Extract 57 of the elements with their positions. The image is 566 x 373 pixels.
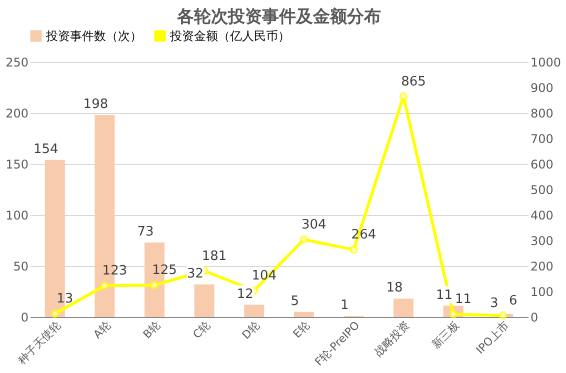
bar bbox=[244, 304, 264, 317]
data-label: 154 bbox=[33, 142, 58, 157]
legend-label: 投资事件数（次） bbox=[45, 29, 142, 43]
y2-tick-label: 400 bbox=[530, 208, 554, 222]
x-tick-label: IPO上市 bbox=[474, 318, 512, 357]
x-tick-label: 新三板 bbox=[429, 318, 462, 352]
data-label: 12 bbox=[236, 286, 254, 302]
y2-tick-label: 600 bbox=[530, 158, 554, 172]
y2-tick-label: 300 bbox=[530, 234, 554, 248]
data-label: 18 bbox=[386, 280, 403, 296]
data-label: 11 bbox=[455, 292, 472, 308]
y2-tick-label: 700 bbox=[530, 132, 554, 146]
point bbox=[100, 281, 109, 290]
data-label: 6 bbox=[508, 293, 518, 308]
x-tick-label: E轮 bbox=[290, 318, 312, 341]
y2-tick-label: 1000 bbox=[530, 56, 562, 70]
data-label: 32 bbox=[187, 266, 204, 282]
data-label: 5 bbox=[290, 294, 300, 309]
y-tick-label: 0 bbox=[20, 310, 28, 324]
data-label: 304 bbox=[301, 217, 326, 232]
y2-tick-label: 100 bbox=[530, 285, 554, 299]
y-tick-label: 150 bbox=[6, 158, 28, 172]
data-label: 73 bbox=[137, 224, 154, 240]
bar bbox=[294, 312, 314, 317]
y-tick-label: 250 bbox=[6, 56, 28, 70]
y2-tick-label: 200 bbox=[530, 260, 554, 274]
x-tick-label: B轮 bbox=[140, 318, 163, 342]
data-label: 198 bbox=[83, 97, 108, 112]
data-label: 1 bbox=[340, 298, 349, 313]
y2-tick-label: 800 bbox=[530, 106, 554, 120]
x-tick-label: 战略投资 bbox=[372, 318, 412, 360]
point bbox=[498, 311, 508, 320]
x-tick-label: C轮 bbox=[190, 318, 213, 342]
point bbox=[50, 310, 60, 318]
data-label: 3 bbox=[490, 296, 498, 311]
legend-label: 投资金额（亿人民币） bbox=[169, 29, 290, 43]
y2-tick-label: 900 bbox=[530, 81, 554, 95]
y-tick-label: 100 bbox=[6, 208, 28, 222]
point bbox=[399, 92, 408, 101]
data-label: 11 bbox=[436, 288, 453, 303]
chart-title: 各轮次投资事件及金额分布 bbox=[176, 7, 381, 27]
y-tick-label: 50 bbox=[13, 260, 28, 274]
x-tick-label: D轮 bbox=[240, 318, 263, 342]
bar bbox=[194, 284, 214, 317]
data-label: 181 bbox=[202, 248, 227, 264]
data-label: 123 bbox=[102, 264, 128, 279]
data-label: 865 bbox=[401, 74, 426, 90]
data-label: 125 bbox=[152, 263, 177, 278]
y2-tick-label: 500 bbox=[530, 183, 554, 197]
point bbox=[350, 246, 358, 254]
data-label: 13 bbox=[56, 292, 74, 307]
point bbox=[300, 235, 308, 244]
bar bbox=[394, 298, 414, 317]
y-tick-label: 200 bbox=[6, 106, 28, 120]
x-tick-label: A轮 bbox=[90, 318, 114, 342]
y2-tick-label: 0 bbox=[530, 310, 538, 324]
point bbox=[150, 280, 159, 290]
